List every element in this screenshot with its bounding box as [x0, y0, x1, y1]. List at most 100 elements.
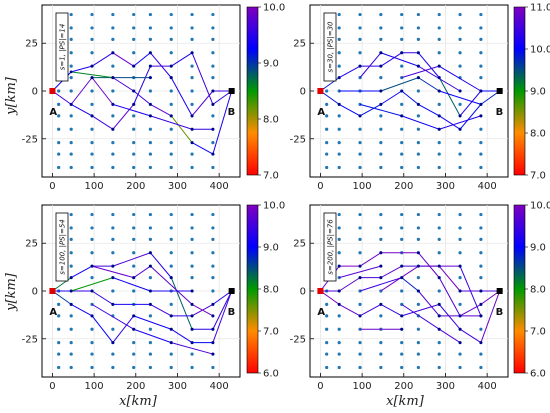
- network-edge: [380, 265, 402, 279]
- network-edge: [418, 103, 440, 117]
- point-a-label: A: [49, 107, 57, 118]
- network-edge: [359, 303, 382, 317]
- grid-point: [169, 51, 173, 55]
- point-a-marker: [49, 88, 56, 94]
- grid-point: [190, 12, 194, 17]
- grid-point: [69, 37, 73, 42]
- network-edge: [112, 104, 135, 130]
- network-edge: [70, 303, 93, 317]
- grid-point: [400, 102, 404, 106]
- grid-point: [148, 12, 152, 17]
- xtick-label: 0: [49, 381, 55, 392]
- network-edge: [112, 52, 134, 67]
- annotation-text: s=1, |PS|=14: [59, 24, 67, 71]
- network-node: [400, 89, 404, 93]
- network-node: [416, 264, 420, 268]
- network-node: [190, 289, 194, 293]
- grid-point: [458, 102, 462, 106]
- network-node: [211, 127, 215, 131]
- grid-point: [190, 352, 194, 356]
- grid-point: [479, 251, 483, 255]
- network-node: [211, 341, 215, 344]
- grid-point: [437, 237, 441, 241]
- grid-point: [416, 114, 420, 118]
- network-node: [169, 327, 173, 331]
- grid-point: [211, 264, 215, 268]
- grid-point: [437, 352, 441, 356]
- grid-point: [479, 237, 483, 241]
- grid-point: [458, 251, 462, 255]
- network-edge: [338, 277, 361, 292]
- grid-point: [379, 26, 383, 30]
- network-node: [337, 264, 341, 268]
- network-edge: [439, 90, 482, 105]
- grid-point: [325, 114, 329, 118]
- panel-3: 0 100 200 300 400 -25 0 25 A Bs=100, |PS|=54 6.0 7.…: [22, 201, 286, 393]
- network-node: [358, 276, 362, 280]
- network-edge: [150, 265, 193, 305]
- network-node: [169, 76, 173, 80]
- grid-point: [437, 102, 441, 106]
- network-node: [379, 51, 383, 55]
- network-edge: [212, 90, 232, 105]
- xtick-label: 400: [478, 181, 497, 192]
- network-edge: [171, 342, 214, 355]
- grid-point: [111, 352, 115, 356]
- grid-point: [416, 365, 420, 370]
- ytick-label: 0: [300, 287, 306, 298]
- network-node: [132, 102, 136, 106]
- grid-point: [400, 64, 404, 68]
- network-node: [190, 51, 194, 55]
- network-node: [211, 102, 215, 106]
- network-node: [169, 314, 173, 318]
- point-b-label: B: [228, 107, 236, 118]
- grid-point: [169, 302, 173, 306]
- grid-point: [458, 141, 462, 145]
- network-node: [458, 264, 462, 268]
- network-node: [69, 302, 73, 306]
- grid-point: [211, 365, 215, 370]
- colorbar: [246, 6, 259, 176]
- network-edge: [459, 265, 482, 317]
- network-edge: [401, 277, 419, 292]
- annotation-box: [323, 212, 337, 282]
- point-b-marker: [228, 288, 235, 294]
- grid-point: [90, 341, 94, 345]
- network-edge: [480, 290, 501, 343]
- network-node: [416, 102, 420, 106]
- grid-point: [69, 264, 73, 268]
- grid-point: [358, 251, 362, 255]
- network-edge: [191, 52, 214, 105]
- grid-point: [211, 141, 215, 145]
- network-node: [90, 64, 94, 68]
- network-edge: [170, 115, 193, 143]
- grid-point: [69, 237, 73, 241]
- network-node: [190, 141, 194, 145]
- grid-point: [111, 327, 115, 331]
- network-edge: [401, 115, 440, 130]
- network-node: [169, 64, 173, 68]
- colorbar: [513, 204, 526, 374]
- grid-point: [57, 365, 61, 370]
- grid-point: [169, 12, 173, 17]
- grid-point: [458, 365, 462, 370]
- network-edge: [133, 65, 151, 105]
- point-a-label: A: [49, 307, 57, 318]
- grid-point: [132, 264, 136, 268]
- grid-point: [337, 64, 341, 68]
- grid-point: [132, 237, 136, 241]
- network-node: [132, 276, 136, 280]
- network-node: [111, 276, 115, 280]
- xtick-label: 100: [85, 381, 104, 392]
- network-node: [400, 327, 404, 331]
- network-node: [148, 251, 152, 255]
- grid-point: [358, 37, 362, 42]
- grid-point: [90, 51, 94, 55]
- grid-point: [190, 212, 194, 217]
- grid-point: [479, 365, 483, 370]
- grid-point: [169, 165, 173, 170]
- grid-point: [416, 276, 420, 280]
- ytick-label: 0: [32, 87, 38, 98]
- grid-point: [169, 89, 173, 93]
- grid-point: [358, 26, 362, 30]
